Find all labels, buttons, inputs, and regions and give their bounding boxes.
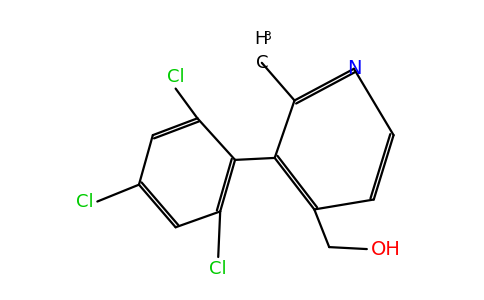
Text: H: H (254, 30, 267, 48)
Text: Cl: Cl (76, 193, 93, 211)
Text: Cl: Cl (210, 260, 227, 278)
Text: C: C (256, 54, 268, 72)
Text: N: N (347, 59, 361, 78)
Text: 3: 3 (263, 30, 271, 43)
Text: OH: OH (371, 240, 401, 259)
Text: Cl: Cl (167, 68, 184, 85)
